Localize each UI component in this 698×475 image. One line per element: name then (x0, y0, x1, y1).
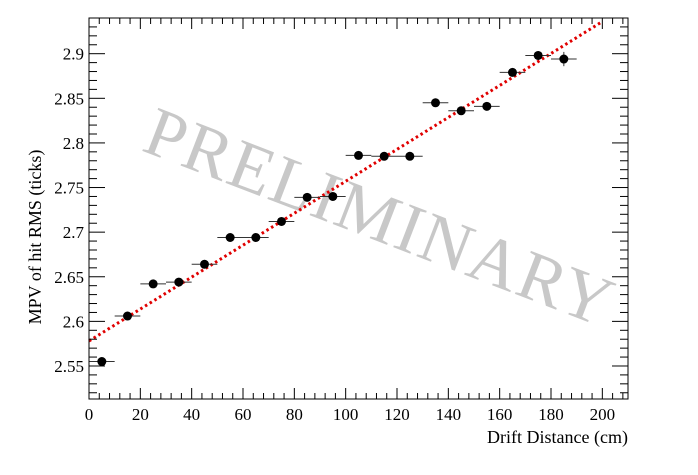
data-point (499, 67, 526, 77)
point-marker (97, 357, 107, 367)
point-marker (174, 277, 184, 287)
data-point (294, 192, 320, 202)
y-axis-label: MPV of hit RMS (ticks) (25, 150, 46, 325)
point-marker (559, 54, 569, 64)
point-marker (225, 232, 235, 242)
data-point (551, 51, 577, 67)
data-point (114, 311, 141, 321)
x-axis-label: Drift Distance (cm) (487, 427, 628, 448)
data-point (320, 191, 346, 201)
y-tick-label: 2.9 (63, 45, 84, 64)
x-tick-label: 140 (436, 405, 462, 424)
fit-line-layer (88, 20, 604, 343)
point-marker (200, 259, 209, 269)
watermark-text: PRELIMINARY (134, 93, 625, 343)
fit-line (88, 20, 604, 343)
point-marker (482, 101, 492, 111)
x-tick-label: 180 (538, 405, 564, 424)
data-point (268, 216, 295, 226)
x-tick-label: 160 (487, 405, 513, 424)
y-tick-label: 2.75 (54, 179, 84, 198)
x-tick-label: 20 (132, 405, 149, 424)
y-tick-label: 2.7 (63, 223, 85, 242)
y-tick-label: 2.85 (54, 89, 84, 108)
point-marker (277, 216, 286, 226)
data-point (371, 151, 397, 161)
y-tick-label: 2.8 (63, 134, 84, 153)
x-tick-label: 60 (235, 405, 252, 424)
data-point (397, 151, 423, 161)
point-marker (405, 151, 415, 161)
y-axis-ticks: 2.55 2.6 2.65 2.7 2.75 2.8 2.85 2.9 (54, 17, 628, 394)
x-axis-ticks: 0 20 40 60 80 100 120 140 160 180 200 (85, 18, 624, 424)
data-point (217, 232, 243, 242)
point-marker (354, 150, 363, 160)
point-marker (508, 67, 517, 77)
point-marker (251, 232, 261, 242)
data-point (474, 101, 500, 111)
x-tick-label: 200 (590, 405, 616, 424)
data-point (140, 279, 166, 289)
x-tick-label: 80 (286, 405, 303, 424)
x-tick-label: 0 (85, 405, 94, 424)
point-marker (379, 151, 389, 161)
point-marker (302, 192, 312, 202)
data-point (191, 259, 218, 269)
point-marker (431, 98, 440, 108)
plot-frame (88, 17, 629, 400)
x-tick-label: 40 (183, 405, 200, 424)
data-points-layer (89, 50, 577, 367)
y-tick-label: 2.6 (63, 312, 84, 331)
point-marker (123, 311, 132, 321)
data-point (345, 150, 372, 160)
x-tick-label: 120 (384, 405, 410, 424)
data-point (89, 357, 115, 367)
data-point (448, 106, 474, 116)
point-marker (328, 191, 338, 201)
data-point (422, 98, 449, 108)
point-marker (456, 106, 466, 116)
point-marker (533, 50, 543, 60)
data-point (525, 50, 551, 60)
y-tick-label: 2.55 (54, 357, 84, 376)
data-point (166, 277, 192, 287)
y-tick-label: 2.65 (54, 268, 84, 287)
data-point (243, 232, 269, 242)
x-tick-label: 100 (333, 405, 359, 424)
point-marker (148, 279, 158, 289)
